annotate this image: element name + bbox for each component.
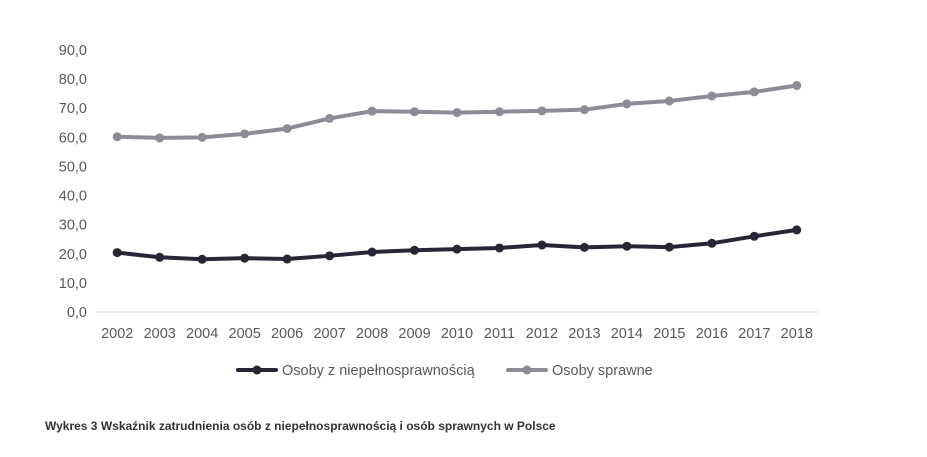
legend-swatch-marker	[522, 365, 532, 375]
y-tick-label: 70,0	[59, 101, 87, 117]
data-point	[452, 108, 462, 118]
series-line	[115, 227, 799, 262]
figure-caption: Wykres 3 Wskaźnik zatrudnienia osób z ni…	[45, 419, 556, 433]
y-tick-label: 20,0	[59, 247, 87, 263]
x-tick-label: 2014	[611, 326, 643, 342]
data-point	[707, 91, 717, 101]
x-tick-label: 2017	[738, 326, 770, 342]
x-tick-label: 2013	[568, 326, 600, 342]
y-tick-label: 30,0	[59, 218, 87, 234]
x-tick-label: 2003	[144, 326, 176, 342]
legend-label: Osoby sprawne	[552, 363, 653, 379]
data-point	[282, 124, 292, 134]
data-point	[410, 245, 420, 255]
data-point	[749, 231, 759, 241]
data-point	[664, 96, 674, 106]
y-tick-label: 40,0	[59, 189, 87, 205]
x-tick-label: 2018	[781, 326, 813, 342]
y-axis-ticks: 0,0 10,0 20,0 30,0 40,0 50,0 60,0 70,0 80,0 90,0	[59, 43, 87, 321]
data-point	[155, 133, 165, 143]
legend-item: Osoby sprawne	[506, 363, 653, 379]
data-point	[494, 243, 504, 253]
data-point	[325, 251, 335, 261]
data-point	[494, 107, 504, 117]
series-2	[112, 81, 802, 143]
series-group	[112, 81, 802, 264]
x-tick-label: 2009	[398, 326, 430, 342]
data-point	[749, 87, 759, 97]
y-tick-label: 10,0	[59, 276, 87, 292]
data-point	[579, 242, 589, 252]
data-point	[537, 106, 547, 116]
data-point	[622, 99, 632, 109]
data-point	[240, 253, 250, 263]
x-tick-label: 2002	[101, 326, 133, 342]
y-tick-label: 60,0	[59, 130, 87, 146]
x-tick-label: 2008	[356, 326, 388, 342]
data-point	[367, 247, 377, 257]
x-tick-label: 2015	[653, 326, 685, 342]
x-tick-label: 2012	[526, 326, 558, 342]
y-tick-label: 90,0	[59, 43, 87, 59]
data-point	[112, 132, 122, 142]
data-point	[792, 225, 802, 235]
x-tick-label: 2006	[271, 326, 303, 342]
x-tick-label: 2016	[696, 326, 728, 342]
y-tick-label: 80,0	[59, 72, 87, 88]
data-point	[664, 242, 674, 252]
data-point	[282, 254, 292, 264]
legend-item: Osoby z niepełnosprawnością	[236, 363, 476, 379]
x-tick-label: 2005	[229, 326, 261, 342]
data-point	[579, 105, 589, 115]
data-point	[452, 244, 462, 254]
x-tick-label: 2011	[484, 326, 515, 342]
series-1	[112, 225, 802, 264]
data-point	[707, 238, 717, 248]
x-tick-label: 2007	[313, 326, 345, 342]
x-tick-label: 2004	[186, 326, 218, 342]
legend-swatch-marker	[252, 365, 262, 375]
data-point	[325, 113, 335, 123]
y-tick-label: 50,0	[59, 159, 87, 175]
data-point	[240, 129, 250, 139]
data-point	[622, 241, 632, 251]
data-point	[155, 252, 165, 262]
legend-label: Osoby z niepełnosprawnością	[282, 363, 476, 379]
x-axis-ticks: 2002 2003 2004 2005 2006 2007 2008 2009 2010 2011…	[101, 326, 813, 342]
line-chart: 0,010,020,030,040,050,060,070,080,090,0 …	[59, 43, 818, 379]
y-tick-label: 0,0	[67, 305, 87, 321]
data-point	[197, 132, 207, 142]
data-point	[410, 107, 420, 117]
data-point	[112, 248, 122, 258]
data-point	[367, 106, 377, 116]
data-point	[792, 81, 802, 91]
data-point	[197, 254, 207, 264]
x-tick-label: 2010	[441, 326, 473, 342]
legend: Osoby z niepełnosprawnością Osoby sprawne	[236, 363, 653, 379]
data-point	[537, 240, 547, 250]
